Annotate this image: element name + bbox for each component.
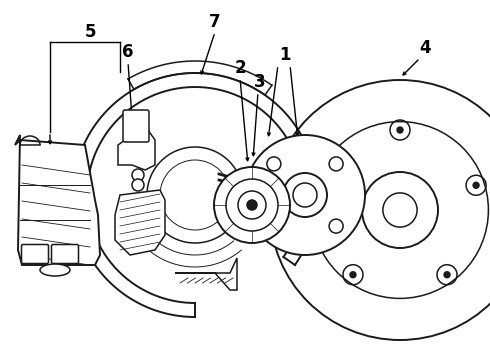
Polygon shape (115, 190, 165, 255)
Circle shape (473, 182, 479, 188)
Circle shape (226, 179, 278, 231)
Circle shape (350, 272, 356, 278)
Circle shape (214, 167, 290, 243)
Text: 3: 3 (254, 73, 266, 91)
Circle shape (160, 160, 230, 230)
Polygon shape (15, 135, 100, 265)
Circle shape (238, 191, 266, 219)
Circle shape (132, 179, 144, 191)
Circle shape (247, 200, 257, 210)
Text: 1: 1 (279, 46, 291, 64)
Circle shape (321, 182, 327, 188)
Circle shape (267, 157, 281, 171)
Text: 2: 2 (234, 59, 246, 77)
FancyBboxPatch shape (22, 244, 49, 264)
Circle shape (132, 169, 144, 181)
Circle shape (329, 219, 343, 233)
Text: 5: 5 (84, 23, 96, 41)
FancyBboxPatch shape (123, 110, 149, 142)
FancyBboxPatch shape (51, 244, 78, 264)
Circle shape (444, 272, 450, 278)
Circle shape (245, 135, 365, 255)
Circle shape (147, 147, 243, 243)
Circle shape (397, 127, 403, 133)
Circle shape (329, 157, 343, 171)
Polygon shape (175, 258, 237, 290)
Circle shape (267, 219, 281, 233)
Text: 6: 6 (122, 43, 134, 61)
Circle shape (283, 173, 327, 217)
Ellipse shape (40, 264, 70, 276)
Text: 7: 7 (209, 13, 221, 31)
Polygon shape (118, 130, 155, 170)
Text: 4: 4 (419, 39, 431, 57)
